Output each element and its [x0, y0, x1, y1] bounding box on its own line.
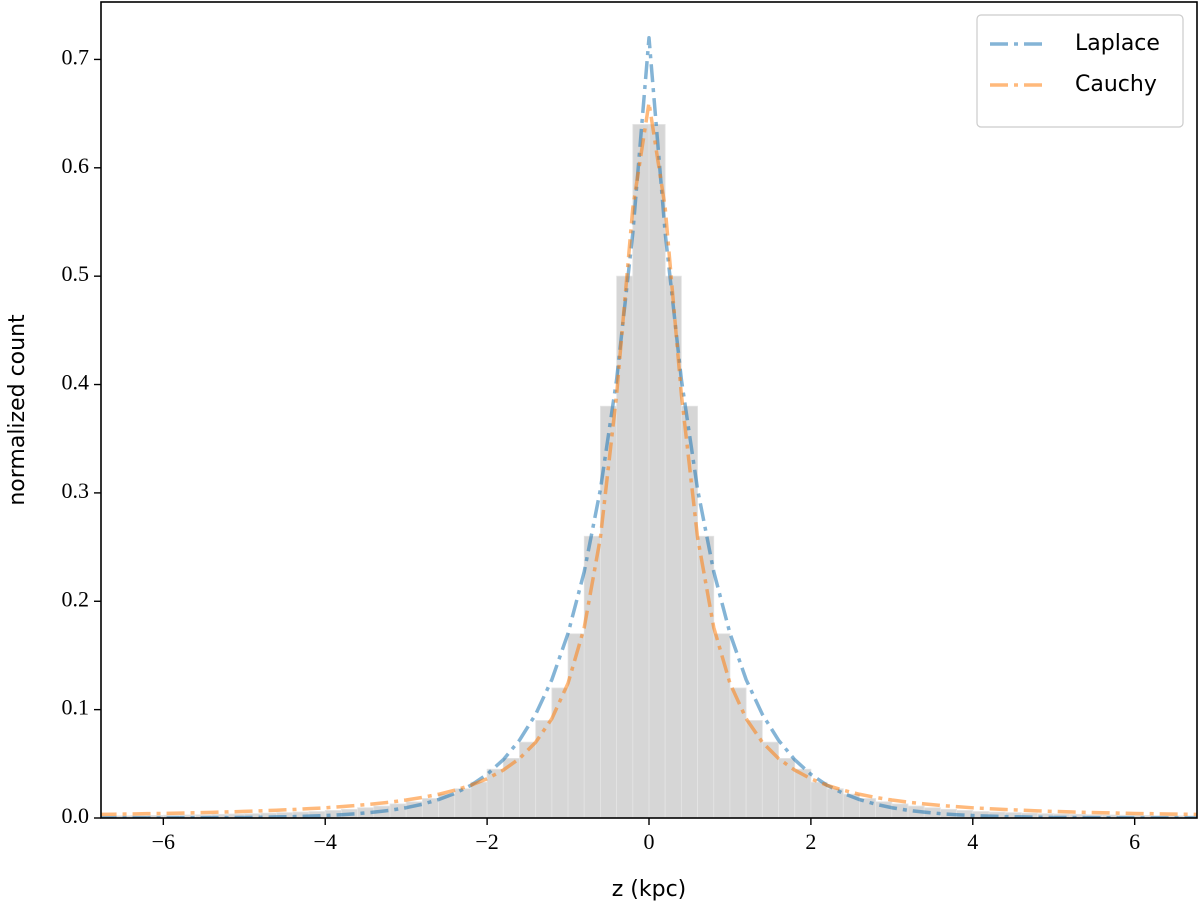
histogram-bar [551, 687, 569, 818]
histogram-bar [810, 781, 828, 818]
histogram-bar [454, 788, 472, 818]
y-tick-label: 0.7 [62, 44, 90, 69]
histogram-bar [697, 535, 715, 818]
legend: Laplace Cauchy [976, 14, 1184, 128]
legend-label: Laplace [1075, 31, 1160, 56]
y-tick-label: 0.3 [62, 478, 90, 503]
histogram-bar [486, 768, 504, 818]
y-tick-label: 0.1 [62, 695, 90, 720]
x-tick-label: 2 [805, 829, 816, 854]
x-tick-label: −2 [475, 829, 498, 854]
plot-area [101, 36, 1197, 818]
histogram-bar [535, 720, 553, 818]
x-tick-label: 0 [644, 829, 655, 854]
y-axis-label: normalized count [5, 314, 30, 506]
x-tick-label: −6 [152, 829, 175, 854]
histogram-bar [470, 781, 488, 818]
histogram-bar [794, 768, 812, 818]
y-tick-label: 0.5 [62, 261, 90, 286]
legend-label: Cauchy [1075, 72, 1157, 97]
x-axis-label: z (kpc) [612, 877, 687, 902]
fit-line [101, 36, 1197, 818]
histogram-bar [519, 741, 537, 818]
x-tick-label: −4 [314, 829, 337, 854]
x-tick-label: 4 [967, 829, 978, 854]
histogram-bar [729, 687, 747, 818]
histogram-bar [389, 803, 407, 818]
histogram-bar [761, 741, 779, 818]
histogram-bar [632, 124, 650, 818]
y-tick-label: 0.6 [62, 153, 90, 178]
histogram-bar [875, 801, 893, 818]
histogram-bar [648, 124, 666, 818]
histogram-bar [778, 757, 796, 818]
y-tick-label: 0.2 [62, 586, 90, 611]
y-tick-label: 0.0 [62, 803, 90, 828]
fit-line [101, 101, 1197, 817]
histogram-bar [745, 720, 763, 818]
y-tick-label: 0.4 [62, 370, 90, 395]
x-tick-label: 6 [1129, 829, 1140, 854]
